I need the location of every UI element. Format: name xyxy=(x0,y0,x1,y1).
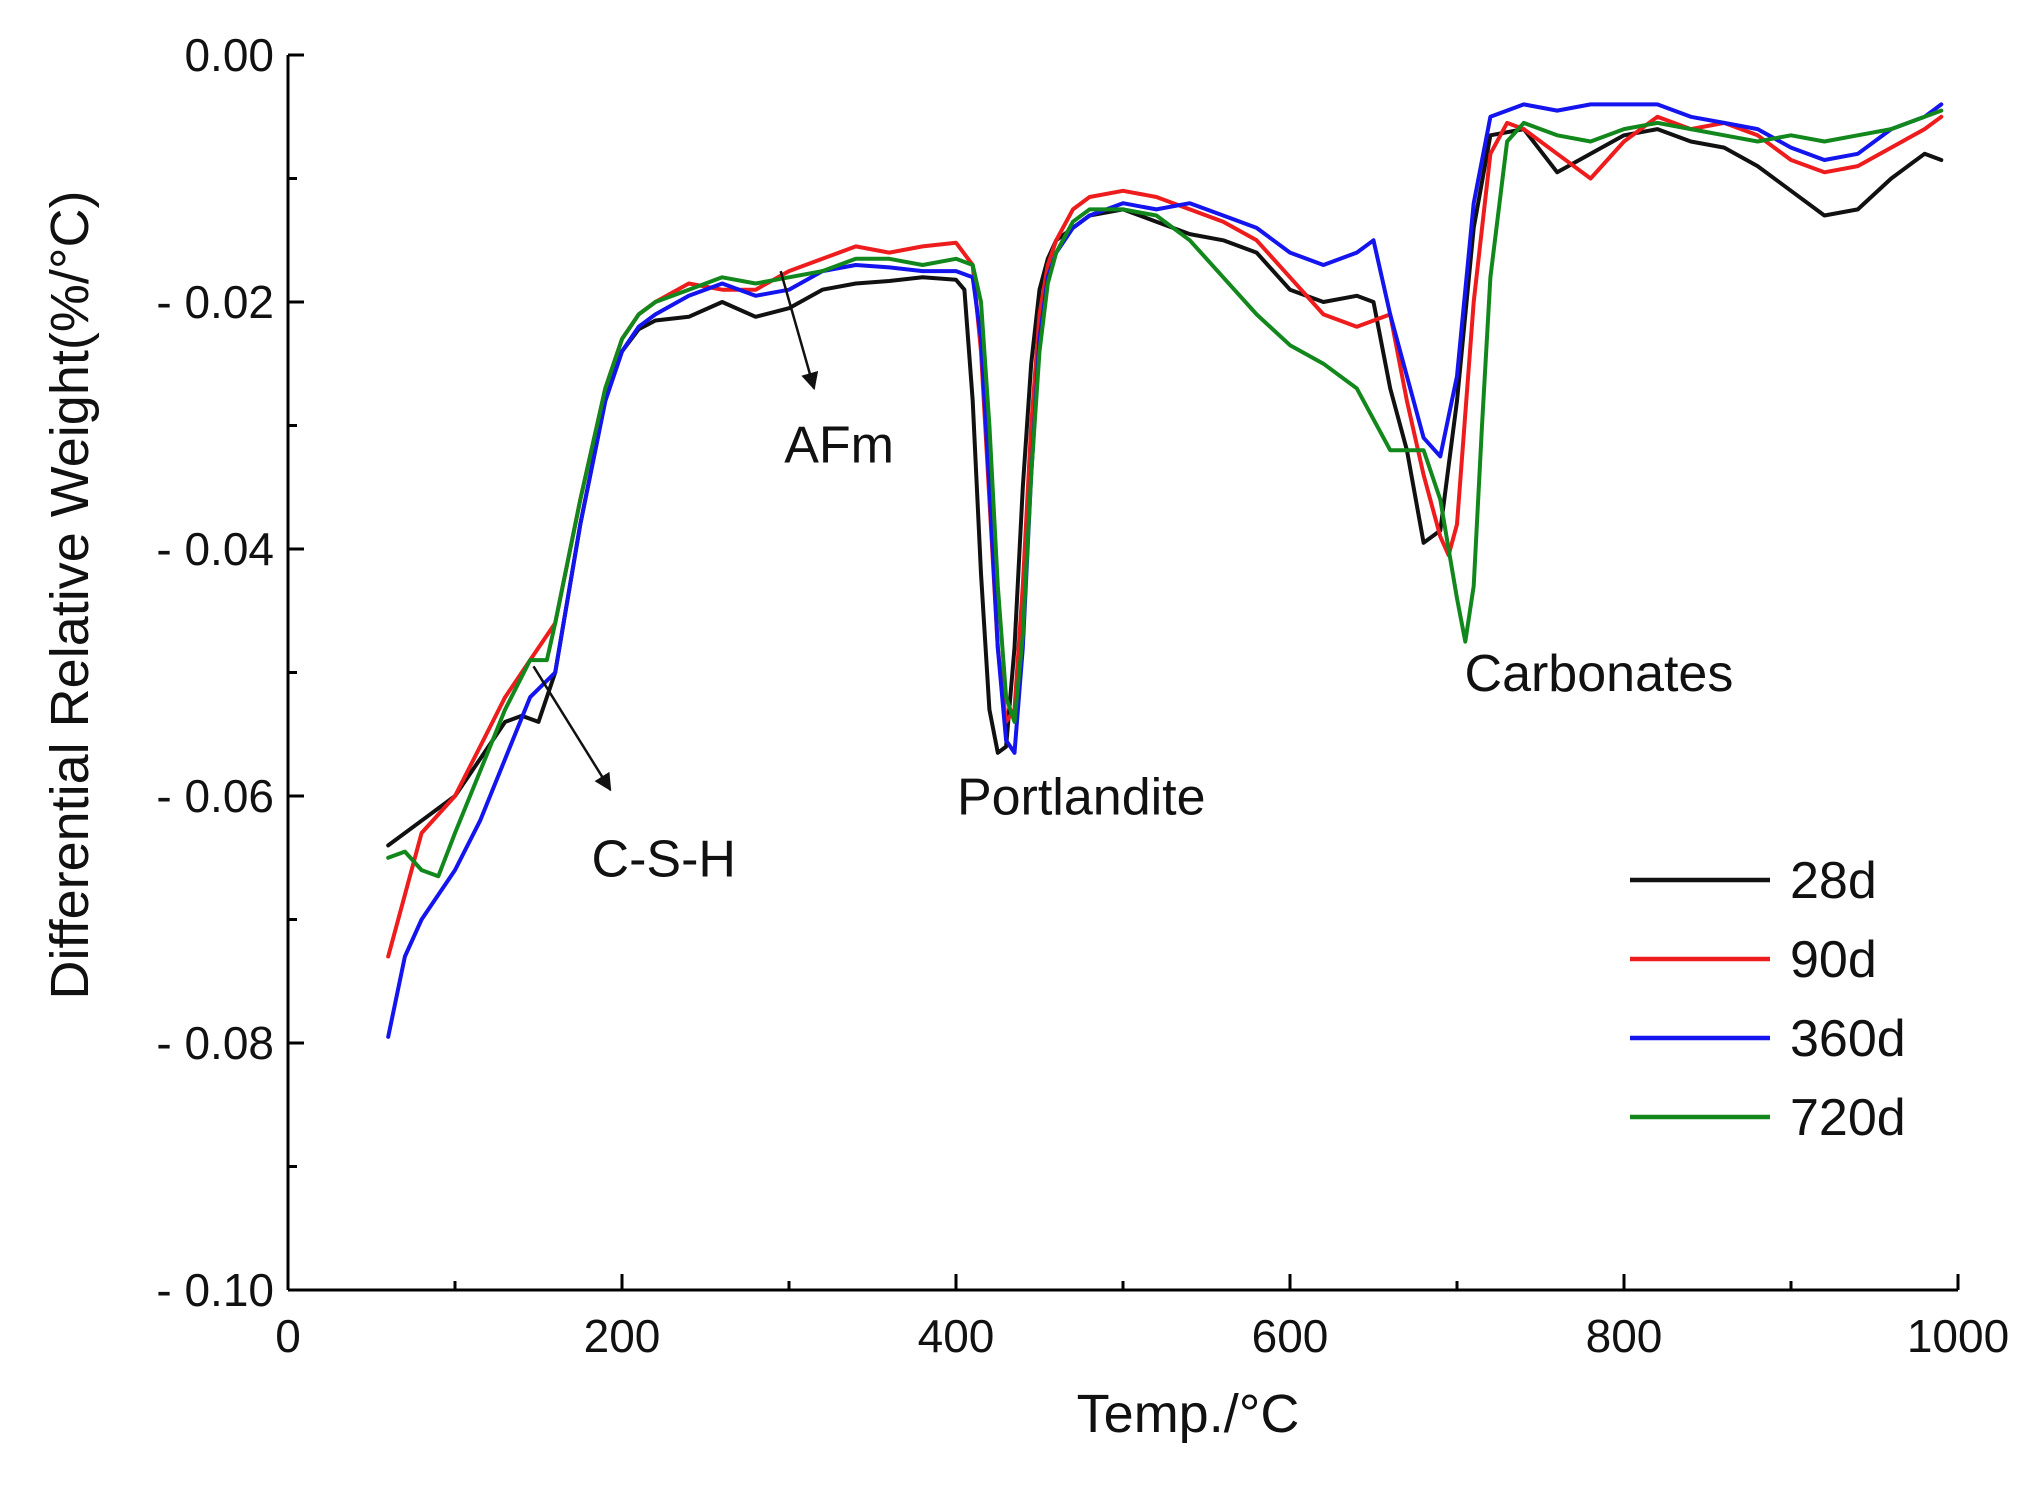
y-tick-label: - 0.02 xyxy=(156,276,274,328)
series-line-28d xyxy=(386,127,1944,848)
y-tick-label: - 0.04 xyxy=(156,523,274,575)
annotations: AFm Portlandite Carbonates C-S-H xyxy=(532,270,1734,888)
legend-label-28d: 28d xyxy=(1790,852,1877,910)
annotation-arrow xyxy=(532,665,612,792)
x-tick-label: 600 xyxy=(1252,1310,1329,1362)
legend-label-90d: 90d xyxy=(1790,931,1877,989)
x-tick-label: 1000 xyxy=(1907,1310,2009,1362)
x-tick-label: 0 xyxy=(275,1310,301,1362)
x-tick-label: 200 xyxy=(584,1310,661,1362)
legend-label-720d: 720d xyxy=(1790,1089,1906,1147)
plot-area xyxy=(386,102,1944,1039)
series-line-360d xyxy=(386,102,1944,1039)
annotation-arrow xyxy=(779,270,819,391)
y-tick-label: - 0.06 xyxy=(156,770,274,822)
x-tick-label: 400 xyxy=(918,1310,995,1362)
annotation-afm: AFm xyxy=(784,417,894,475)
x-tick-label: 800 xyxy=(1586,1310,1663,1362)
series-line-720d xyxy=(386,108,1944,879)
y-tick-label: 0.00 xyxy=(184,29,274,81)
y-tick-label: - 0.10 xyxy=(156,1264,274,1316)
annotation-carbonates: Carbonates xyxy=(1465,645,1734,703)
legend: 28d 90d 360d 720d xyxy=(1630,852,1906,1147)
legend-label-360d: 360d xyxy=(1790,1010,1906,1068)
annotation-c-s-h: C-S-H xyxy=(592,830,736,888)
axes: 0 200 400 600 800 1000 0.00 - 0.02 - 0.04 - 0.06 -… xyxy=(156,29,2009,1362)
x-axis-title: Temp./°C xyxy=(1077,1384,1300,1444)
y-axis-title: Differential Relative Weight(%/°C) xyxy=(40,191,100,1000)
annotation-portlandite: Portlandite xyxy=(957,769,1206,827)
y-tick-label: - 0.08 xyxy=(156,1017,274,1069)
